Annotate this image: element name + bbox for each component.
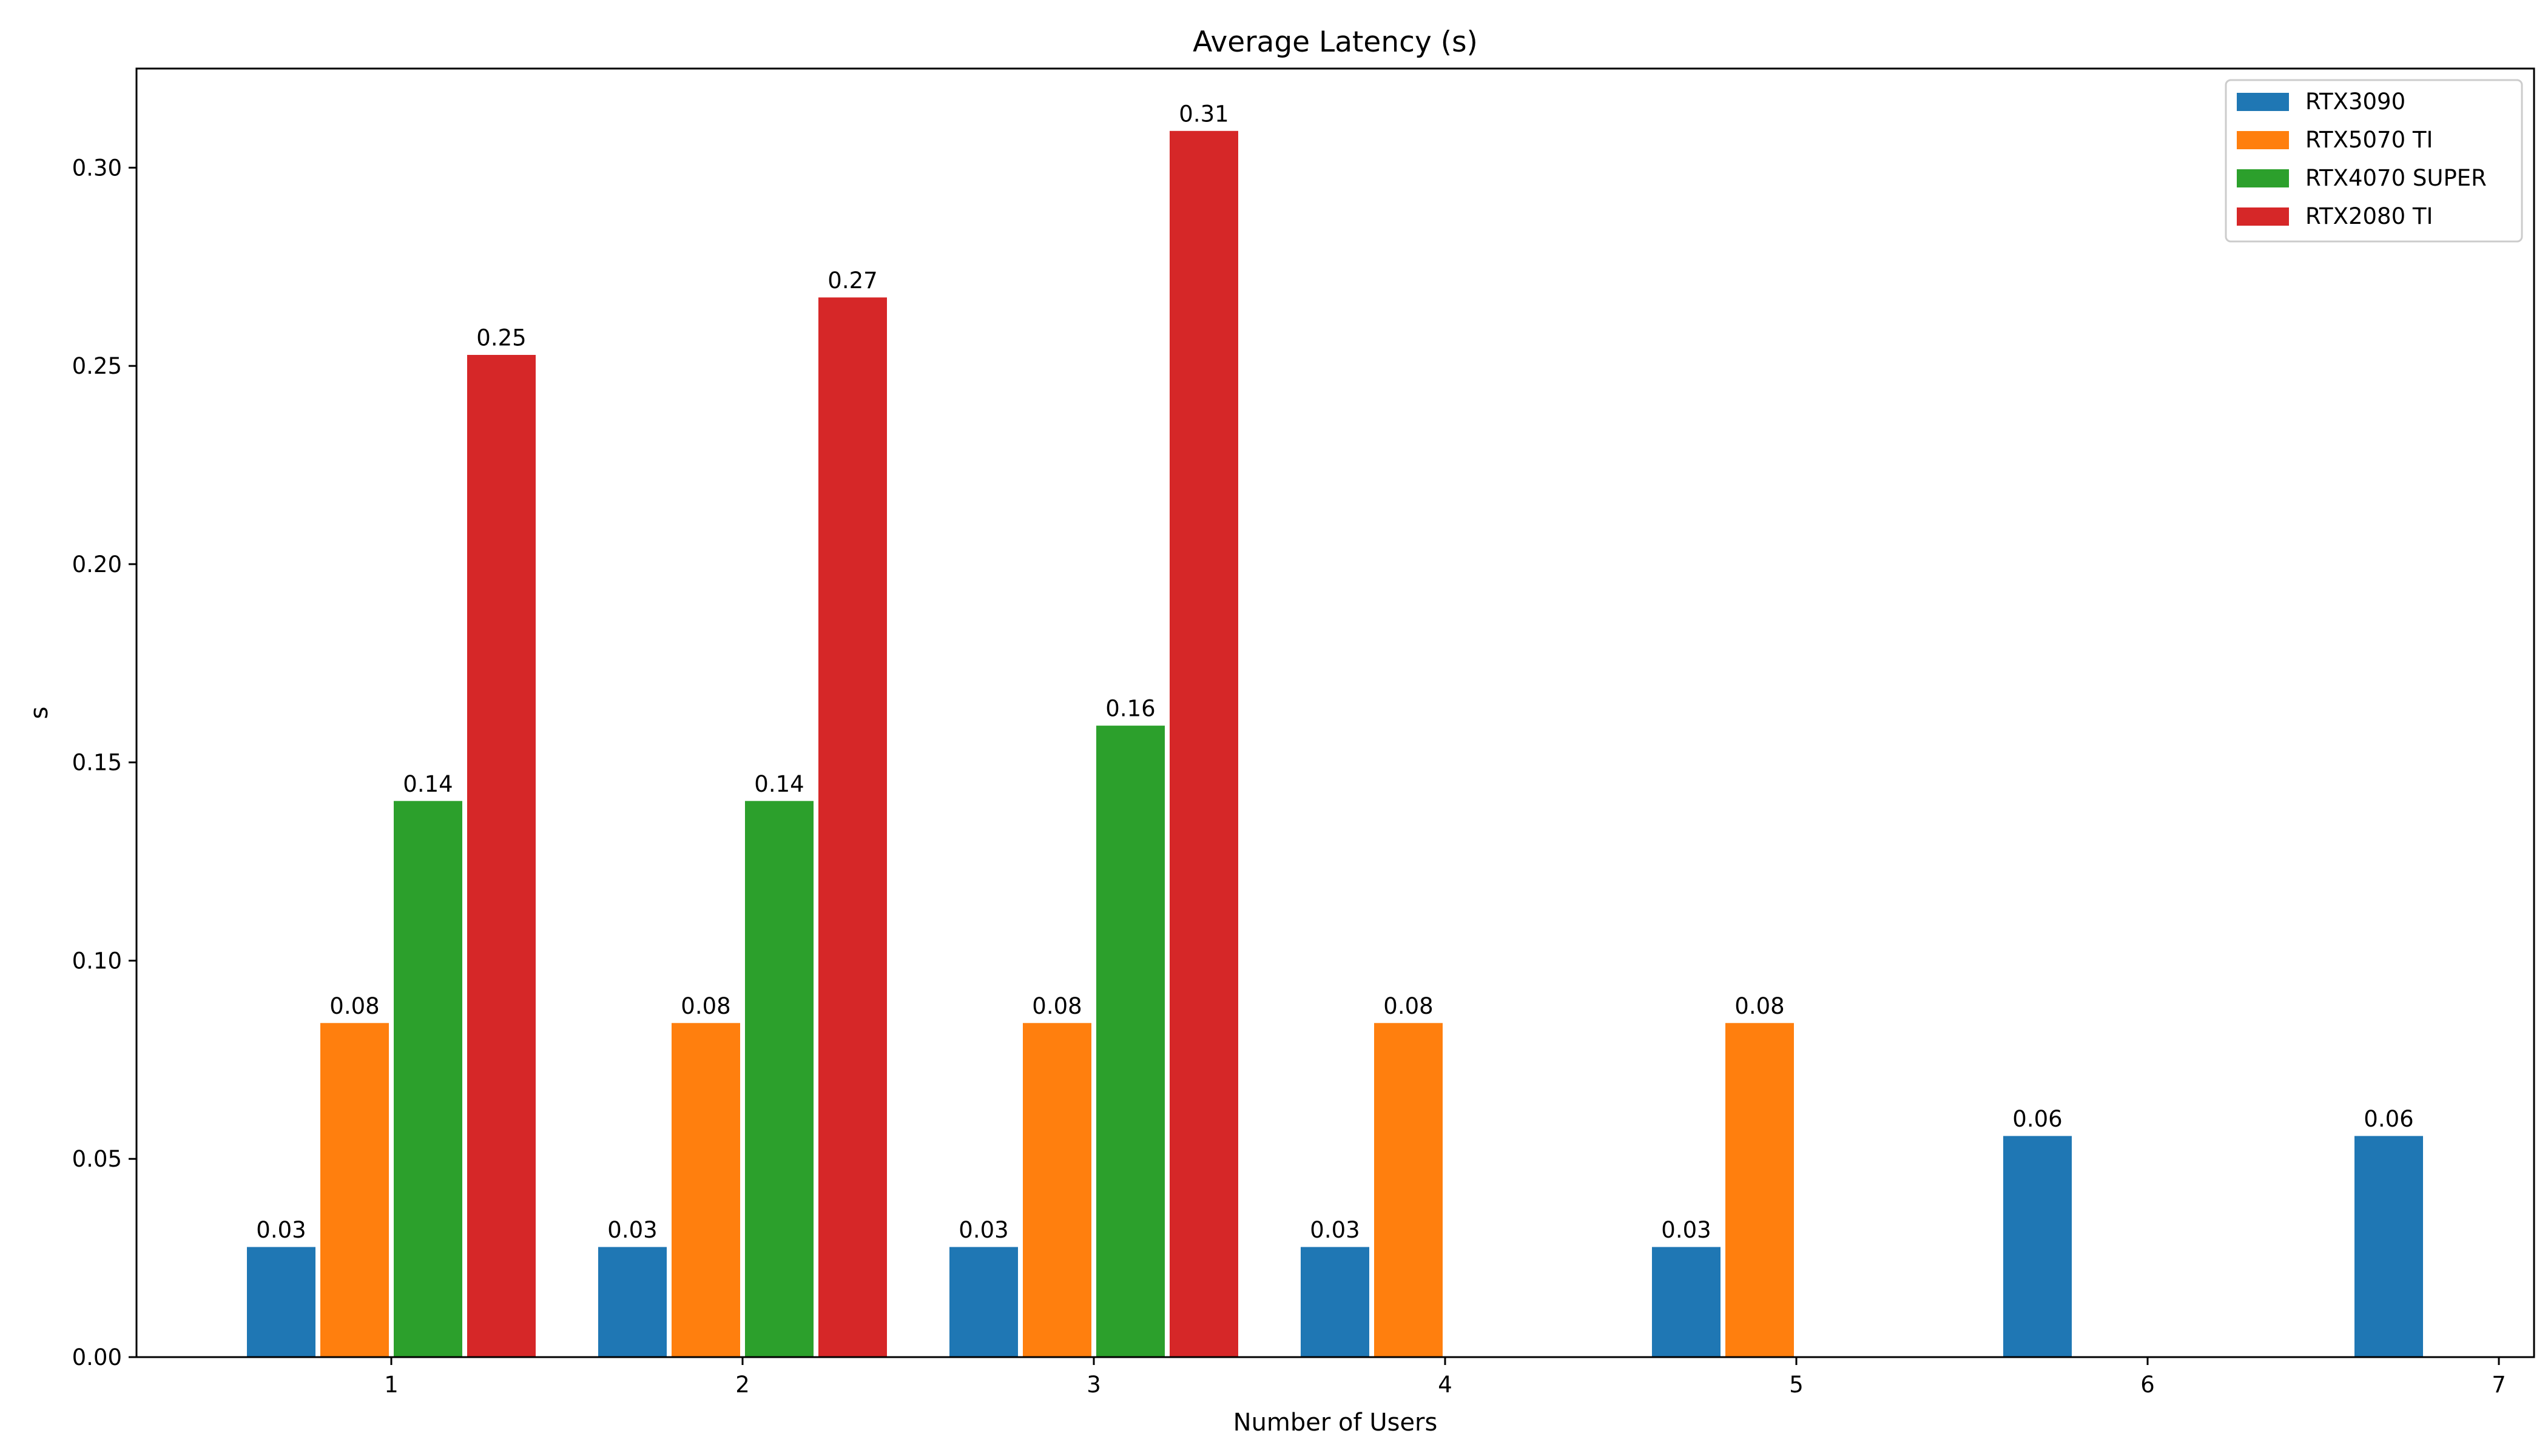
- bar-value-label: 0.08: [681, 993, 730, 1019]
- bar: [392, 799, 464, 1358]
- x-tick-label: 7: [2492, 1372, 2506, 1398]
- legend-label: RTX2080 TI: [2305, 203, 2433, 229]
- bar: [948, 1245, 1020, 1358]
- y-axis-title: s: [25, 707, 53, 720]
- bar-value-label: 0.25: [476, 325, 526, 351]
- y-tick-label: 0.30: [72, 155, 122, 181]
- chart-title: Average Latency (s): [1193, 25, 1478, 59]
- bar-value-label: 0.08: [1734, 993, 1784, 1019]
- x-axis: 1 2 3 4 5 6 7: [384, 1357, 2506, 1398]
- bar-value-label: 0.16: [1105, 696, 1155, 722]
- bar: [1021, 1021, 1093, 1358]
- bar: [670, 1021, 742, 1358]
- bar: [596, 1245, 669, 1358]
- x-axis-title: Number of Users: [1233, 1409, 1438, 1437]
- bar: [1094, 724, 1167, 1358]
- bar-value-label: 0.14: [403, 771, 453, 797]
- legend-box: [2225, 79, 2523, 243]
- legend-swatch: [2237, 131, 2289, 149]
- bar-value-label: 0.14: [754, 771, 804, 797]
- legend-label: RTX4070 SUPER: [2305, 165, 2487, 191]
- y-tick-label: 0.10: [72, 948, 122, 974]
- bar-value-label: 0.03: [959, 1217, 1008, 1243]
- x-tick-label: 4: [1438, 1372, 1452, 1398]
- legend: RTX3090 RTX5070 TI RTX4070 SUPER RTX2080 TI: [2225, 79, 2523, 243]
- y-tick-label: 0.20: [72, 551, 122, 578]
- bar-value-label: 0.08: [1383, 993, 1433, 1019]
- x-tick-label: 3: [1087, 1372, 1101, 1398]
- bars-group: [245, 129, 2425, 1358]
- bar-value-label: 0.06: [2012, 1106, 2062, 1132]
- bar-value-label: 0.03: [1661, 1217, 1711, 1243]
- x-tick-label: 2: [735, 1372, 750, 1398]
- bar-value-label: 0.31: [1179, 101, 1228, 127]
- bar-value-label: 0.08: [329, 993, 379, 1019]
- bar: [743, 799, 815, 1358]
- y-tick-label: 0.00: [72, 1344, 122, 1370]
- legend-swatch: [2237, 169, 2289, 187]
- bar: [465, 353, 538, 1358]
- bar-labels-group: 0.03 0.03 0.03 0.03 0.03 0.06 0.06 0.08 0.08 0.08…: [256, 101, 2413, 1243]
- y-axis: 0.00 0.05 0.10 0.15 0.20 0.25 0.30: [72, 155, 136, 1370]
- y-tick-label: 0.05: [72, 1146, 122, 1172]
- bar: [2001, 1134, 2074, 1358]
- bar: [817, 295, 889, 1358]
- bar-value-label: 0.06: [2364, 1106, 2413, 1132]
- bar-value-label: 0.03: [256, 1217, 306, 1243]
- plot-frame: [135, 67, 2535, 1358]
- bar: [318, 1021, 391, 1358]
- legend-swatch: [2237, 207, 2289, 226]
- bar: [245, 1245, 317, 1358]
- bar-value-label: 0.03: [607, 1217, 657, 1243]
- bar: [1299, 1245, 1371, 1358]
- legend-swatch: [2237, 93, 2289, 111]
- bar-value-label: 0.03: [1310, 1217, 1360, 1243]
- bar-value-label: 0.27: [827, 268, 877, 294]
- bar-value-label: 0.08: [1032, 993, 1082, 1019]
- bar: [1650, 1245, 1722, 1358]
- bar: [2353, 1134, 2425, 1358]
- bar: [1724, 1021, 1796, 1358]
- y-tick-label: 0.25: [72, 353, 122, 379]
- x-tick-label: 6: [2140, 1372, 2155, 1398]
- bar: [1372, 1021, 1444, 1358]
- x-tick-label: 1: [384, 1372, 399, 1398]
- x-tick-label: 5: [1789, 1372, 1804, 1398]
- legend-label: RTX3090: [2305, 89, 2405, 115]
- y-tick-label: 0.15: [72, 750, 122, 776]
- legend-label: RTX5070 TI: [2305, 127, 2433, 153]
- bar: [1168, 129, 1240, 1358]
